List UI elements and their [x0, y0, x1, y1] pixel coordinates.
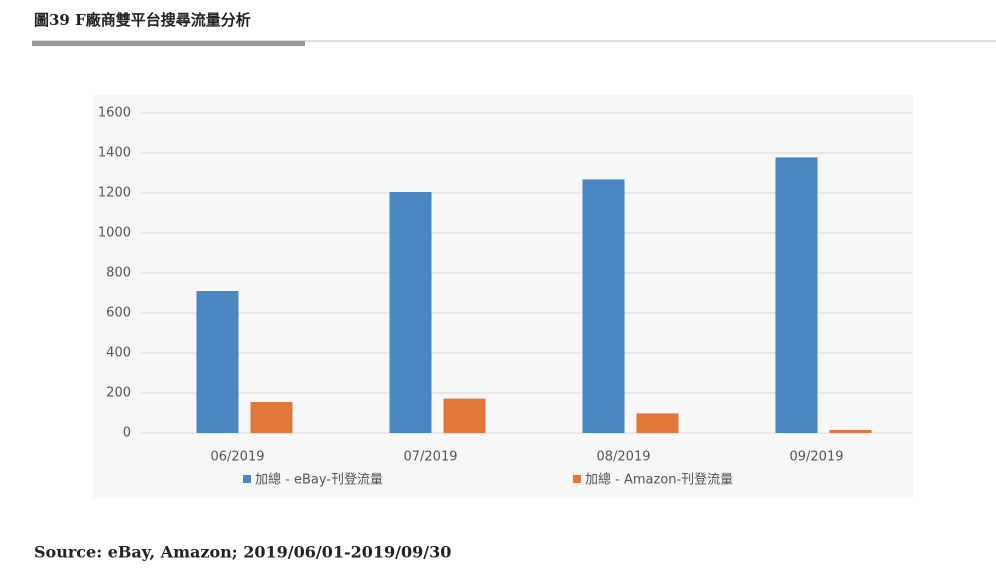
y-tick-label: 400	[106, 346, 131, 361]
y-tick-label: 600	[106, 306, 131, 321]
x-tick-label: 07/2019	[403, 450, 457, 465]
rule-accent	[32, 41, 305, 46]
bar	[196, 291, 239, 433]
x-tick-label: 06/2019	[210, 450, 264, 465]
y-tick-label: 0	[123, 426, 131, 441]
x-tick-label: 08/2019	[596, 450, 650, 465]
bar	[829, 430, 872, 433]
figure-title: 圖39 F廠商雙平台搜尋流量分析	[34, 11, 251, 29]
bar	[250, 402, 293, 433]
y-tick-label: 1600	[98, 106, 131, 121]
bar	[443, 398, 486, 433]
y-tick-label: 1200	[98, 186, 131, 201]
bar	[389, 192, 432, 433]
legend-label: 加總 - eBay-刊登流量	[255, 472, 383, 488]
x-tick-label: 09/2019	[789, 450, 843, 465]
legend-swatch	[573, 475, 581, 483]
y-tick-label: 1400	[98, 146, 131, 161]
y-tick-label: 1000	[98, 226, 131, 241]
y-tick-label: 800	[106, 266, 131, 281]
y-tick-label: 200	[106, 386, 131, 401]
source: Source: eBay, Amazon; 2019/06/01-2019/09…	[34, 543, 451, 562]
bar	[775, 157, 818, 433]
legend-label: 加總 - Amazon-刊登流量	[585, 472, 733, 488]
bar	[636, 413, 679, 433]
legend-swatch	[243, 475, 251, 483]
bar	[582, 179, 625, 433]
